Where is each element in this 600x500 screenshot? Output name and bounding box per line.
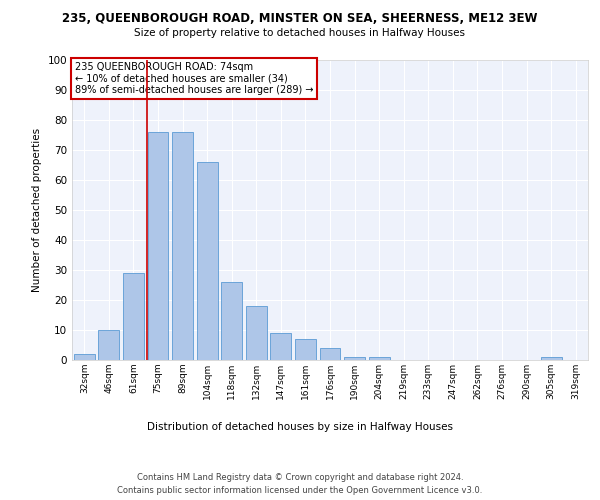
Bar xyxy=(221,282,242,360)
Bar xyxy=(344,357,365,360)
Bar xyxy=(98,330,119,360)
Text: 235 QUEENBOROUGH ROAD: 74sqm
← 10% of detached houses are smaller (34)
89% of se: 235 QUEENBOROUGH ROAD: 74sqm ← 10% of de… xyxy=(74,62,313,94)
Bar xyxy=(74,354,95,360)
Text: Contains HM Land Registry data © Crown copyright and database right 2024.: Contains HM Land Registry data © Crown c… xyxy=(137,472,463,482)
Bar xyxy=(148,132,169,360)
Bar xyxy=(246,306,267,360)
Text: Size of property relative to detached houses in Halfway Houses: Size of property relative to detached ho… xyxy=(134,28,466,38)
Bar xyxy=(368,357,389,360)
Bar xyxy=(172,132,193,360)
Bar xyxy=(295,339,316,360)
Text: Distribution of detached houses by size in Halfway Houses: Distribution of detached houses by size … xyxy=(147,422,453,432)
Bar xyxy=(197,162,218,360)
Bar xyxy=(123,273,144,360)
Bar xyxy=(320,348,340,360)
Text: Contains public sector information licensed under the Open Government Licence v3: Contains public sector information licen… xyxy=(118,486,482,495)
Y-axis label: Number of detached properties: Number of detached properties xyxy=(32,128,42,292)
Text: 235, QUEENBOROUGH ROAD, MINSTER ON SEA, SHEERNESS, ME12 3EW: 235, QUEENBOROUGH ROAD, MINSTER ON SEA, … xyxy=(62,12,538,26)
Bar xyxy=(271,333,292,360)
Bar xyxy=(541,357,562,360)
